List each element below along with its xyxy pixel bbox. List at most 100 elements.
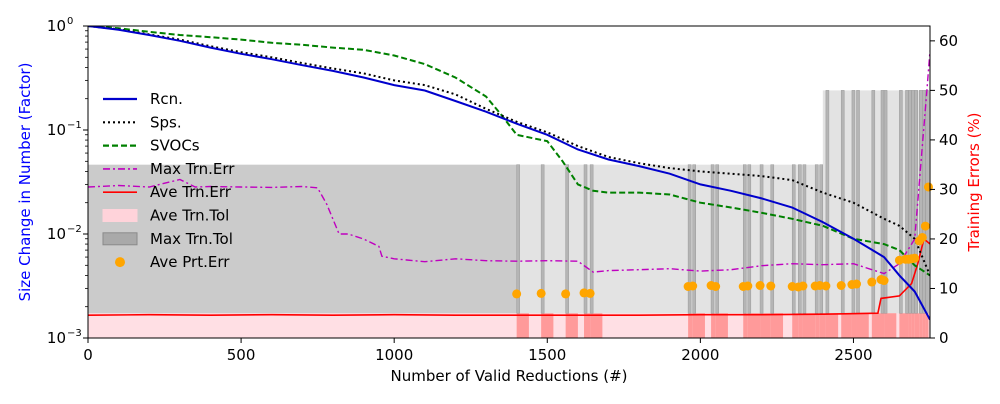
max-trn-tol-step [905, 90, 909, 314]
ave-prt-err-point [836, 281, 846, 291]
x-tick-label: 1500 [528, 346, 566, 364]
legend-label: Sps. [150, 113, 182, 131]
ave-trn-tol-step [590, 313, 603, 338]
max-trn-tol-step [516, 164, 520, 314]
ave-trn-tol-step [825, 313, 839, 338]
ave-prt-err-point [536, 288, 546, 298]
legend-swatch [115, 257, 125, 268]
y-left-tick-label: 10 [47, 329, 66, 347]
ave-prt-err-point [561, 289, 571, 299]
x-axis-ticks: 0 500 1000 1500 2000 2500 [83, 338, 873, 364]
series-line-sps [88, 26, 930, 276]
x-tick-label: 2000 [681, 346, 719, 364]
max-trn-tol-step [919, 90, 923, 314]
legend-item-rcn: Rcn. [103, 90, 183, 108]
y-left-tick-label: 10 [47, 17, 66, 35]
y-right-tick-label: 10 [939, 279, 958, 297]
legend-swatch [102, 232, 138, 246]
ave-trn-tol-step [911, 313, 915, 338]
max-trn-tol-step [742, 164, 747, 314]
max-trn-tol-step [589, 164, 594, 314]
ave-prt-err-point [852, 279, 862, 289]
max-trn-tol-step [710, 164, 715, 314]
max-trn-tol-band [88, 164, 517, 338]
ave-trn-tol-step [922, 313, 926, 338]
ave-trn-tol-step [802, 313, 816, 338]
max-trn-tol-step [687, 164, 692, 314]
legend-label: Ave Trn.Tol [150, 207, 229, 225]
ave-trn-tol-band [88, 313, 517, 338]
max-trn-tol-step [914, 90, 918, 314]
x-tick-label: 0 [83, 346, 93, 364]
ave-prt-err-point [798, 281, 808, 291]
max-trn-tol-step [715, 164, 719, 314]
ave-trn-tol-step [565, 313, 578, 338]
ave-trn-tol-step [688, 313, 693, 338]
ave-prt-err-point [688, 281, 698, 291]
ave-trn-tol-step [516, 313, 529, 338]
x-axis-label: Number of Valid Reductions (#) [390, 367, 627, 385]
y-left-tick-exponent: −2 [67, 224, 82, 235]
legend-item-svocs: SVOCs [103, 137, 200, 155]
ave-trn-tol-step [792, 313, 799, 338]
ave-trn-tol-step [884, 313, 897, 338]
series-lines [88, 26, 930, 321]
max-trn-tol-step [583, 164, 588, 314]
tolerance-bands [88, 90, 930, 338]
max-trn-tol-step [540, 164, 545, 314]
ave-trn-tol-step [905, 313, 909, 338]
max-trn-tol-step [851, 90, 856, 314]
y-left-tick-exponent: −3 [67, 328, 82, 339]
legend-item-ave-trn-err: Ave Trn.Err [103, 183, 232, 201]
x-tick-label: 1000 [375, 346, 413, 364]
ave-trn-tol-step [798, 313, 803, 338]
ave-prt-err-point [585, 288, 595, 298]
ave-prt-err-point [821, 281, 831, 291]
y-left-tick-exponent: 0 [67, 16, 73, 27]
legend: Rcn. Sps. SVOCs Max Trn.Err Ave Trn.Err Ave T… [102, 90, 235, 271]
ave-prt-err-point [711, 281, 721, 291]
ave-trn-tol-step [851, 313, 857, 338]
ave-trn-tol-step [919, 313, 923, 338]
ave-trn-tol-step [841, 313, 852, 338]
series-line-svocs [88, 26, 930, 277]
legend-item-sps: Sps. [103, 113, 182, 131]
series-line-rcn [88, 26, 930, 321]
y-right-tick-label: 30 [939, 180, 958, 198]
max-trn-tol-step [565, 164, 569, 314]
series-markers [512, 182, 933, 299]
ave-trn-tol-step [711, 313, 716, 338]
ave-trn-tol-step [692, 313, 705, 338]
max-trn-tol-step [692, 164, 696, 314]
ave-trn-tol-step [914, 313, 920, 338]
max-trn-tol-step [825, 90, 830, 314]
legend-label: Max Trn.Tol [150, 230, 233, 248]
plot-frame [87, 25, 931, 339]
ave-prt-err-point [879, 276, 889, 286]
y-right-axis-ticks: 0 10 20 30 40 50 60 [930, 32, 958, 347]
ave-prt-err-point [743, 281, 753, 291]
y-right-tick-label: 20 [939, 230, 958, 248]
legend-item-max-trn-err: Max Trn.Err [103, 160, 235, 178]
ave-prt-err-point [917, 232, 927, 242]
max-trn-tol-step [814, 164, 819, 314]
max-trn-tol-step [802, 164, 807, 314]
ave-prt-err-point [920, 221, 930, 231]
ave-trn-tol-step [908, 313, 912, 338]
max-trn-tol-step [770, 164, 775, 314]
series-line-max-trn-err [88, 50, 930, 275]
ave-trn-tol-step [747, 313, 761, 338]
legend-swatch [102, 209, 138, 222]
max-trn-tol-step [925, 90, 929, 314]
ave-prt-err-point [923, 182, 933, 192]
legend-label: Ave Trn.Err [150, 183, 232, 201]
y-left-tick-label: 10 [47, 225, 66, 243]
ave-trn-tol-step [899, 313, 906, 338]
ave-trn-tol-step [770, 313, 784, 338]
legend-label: Ave Prt.Err [150, 253, 230, 271]
legend-item-ave-prt-err: Ave Prt.Err [115, 253, 230, 271]
y-right-tick-label: 50 [939, 81, 958, 99]
ave-trn-tol-step [541, 313, 554, 338]
